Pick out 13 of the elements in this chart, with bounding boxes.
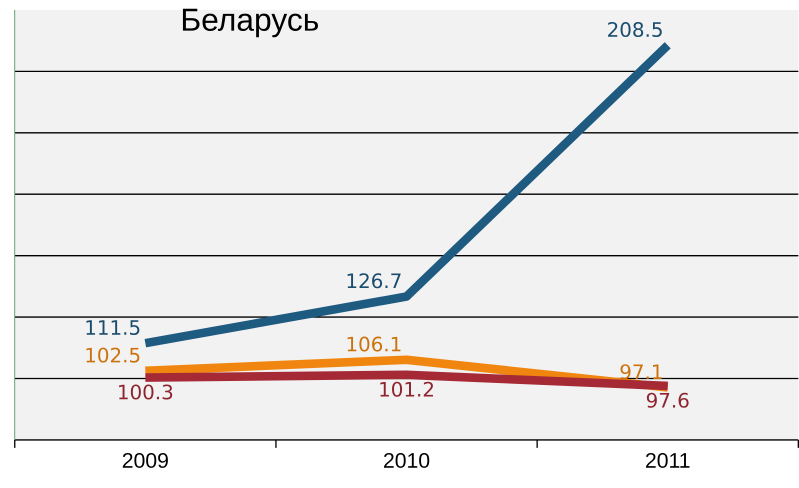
x-tick-label: 2009 (122, 453, 168, 468)
x-tick-label: 2011 (646, 453, 690, 468)
data-label: 106.1 (348, 336, 400, 352)
data-label: 100.3 (119, 384, 172, 400)
data-label: 102.5 (86, 348, 140, 363)
data-label: 97.6 (646, 392, 689, 408)
data-label: 101.2 (380, 382, 433, 397)
data-label: 97.1 (620, 364, 662, 380)
x-tick-label: 2010 (384, 453, 430, 468)
data-label: 126.7 (348, 273, 401, 288)
data-label: 208.5 (608, 22, 662, 38)
data-label: 111.5 (86, 320, 140, 336)
chart-title: Беларусь (182, 8, 318, 38)
